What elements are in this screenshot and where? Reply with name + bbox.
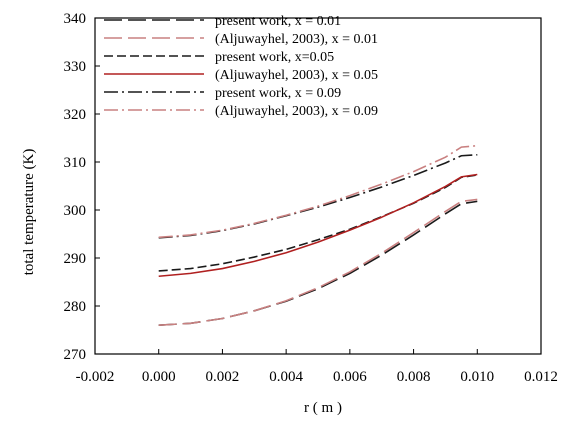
y-axis-label: total temperature (K) — [21, 149, 37, 276]
series-line-4 — [158, 173, 478, 278]
series-layer — [158, 144, 478, 326]
legend: present work, x = 0.01 (Aljuwayhel, 2003)… — [104, 14, 378, 119]
x-tick-label: 0.008 — [397, 369, 431, 385]
y-tick-label: 280 — [64, 299, 87, 315]
series-line-3 — [158, 174, 478, 272]
y-tick-label: 300 — [64, 203, 87, 219]
x-tick-label: 0.006 — [333, 369, 367, 385]
series-line-5 — [158, 154, 478, 239]
x-tick-label: -0.002 — [76, 369, 115, 385]
x-tick-label: 0.012 — [524, 369, 558, 385]
y-tick-label: 270 — [64, 347, 87, 363]
legend-label-6: (Aljuwayhel, 2003), x = 0.09 — [215, 104, 378, 119]
y-tick-label: 320 — [64, 107, 87, 123]
legend-label-3: present work, x=0.05 — [215, 50, 334, 65]
x-tick-label: 0.002 — [206, 369, 240, 385]
x-tick-label: 0.010 — [460, 369, 494, 385]
legend-label-2: (Aljuwayhel, 2003), x = 0.01 — [215, 32, 378, 47]
plot-frame — [94, 17, 542, 355]
x-tick-label: 0.000 — [142, 369, 176, 385]
legend-label-5: present work, x = 0.09 — [215, 86, 341, 101]
x-tick-label: 0.004 — [269, 369, 303, 385]
legend-label-1: present work, x = 0.01 — [215, 14, 341, 29]
y-tick-label: 330 — [64, 59, 87, 75]
y-tick-label: 290 — [64, 251, 87, 267]
y-tick-label: 310 — [64, 155, 87, 171]
series-line-2 — [158, 198, 478, 326]
y-tick-label: 340 — [64, 11, 87, 27]
legend-label-4: (Aljuwayhel, 2003), x = 0.05 — [215, 68, 378, 83]
x-axis-label: r ( m ) — [304, 400, 342, 416]
axes: -0.002 0.000 0.002 0.004 0.006 0.008 0.010 0.01… — [64, 11, 558, 385]
series-line-1 — [158, 200, 478, 326]
series-line-6 — [158, 144, 478, 239]
